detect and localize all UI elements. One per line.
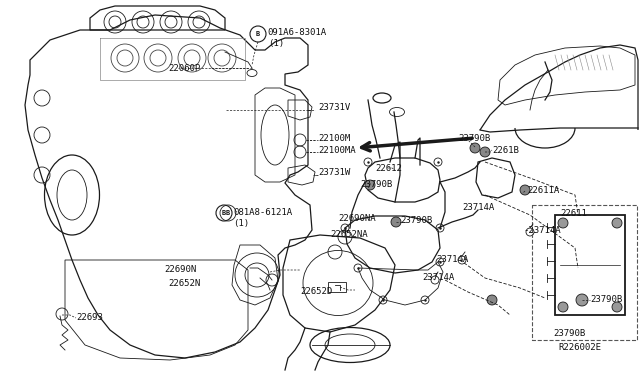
Text: B: B (226, 210, 230, 216)
Text: 22100M: 22100M (318, 134, 350, 142)
Bar (555, 215, 625, 315)
Text: 22100MA: 22100MA (318, 145, 356, 154)
Text: 22612: 22612 (375, 164, 402, 173)
Circle shape (470, 143, 480, 153)
Text: 22611A: 22611A (527, 186, 559, 195)
Circle shape (480, 147, 490, 157)
Text: B: B (222, 210, 226, 216)
Text: 22652NA: 22652NA (330, 230, 367, 238)
Circle shape (612, 218, 622, 228)
Text: 23790B: 23790B (360, 180, 392, 189)
Text: 091A6-8301A: 091A6-8301A (267, 28, 326, 36)
Text: 23731W: 23731W (318, 167, 350, 176)
Text: R226002E: R226002E (558, 343, 601, 352)
Text: 22693: 22693 (76, 314, 103, 323)
Text: B: B (256, 31, 260, 37)
Text: 23731V: 23731V (318, 103, 350, 112)
Text: 22690NA: 22690NA (338, 214, 376, 222)
Text: 22652D: 22652D (300, 288, 332, 296)
Text: 22060P: 22060P (168, 64, 200, 73)
Text: 23714A: 23714A (436, 256, 468, 264)
Text: 23790B: 23790B (590, 295, 622, 305)
Text: 22611: 22611 (560, 208, 587, 218)
Text: 23790B: 23790B (458, 134, 490, 142)
Text: 081A8-6121A: 081A8-6121A (233, 208, 292, 217)
Text: 22652N: 22652N (168, 279, 200, 288)
Circle shape (487, 295, 497, 305)
Circle shape (558, 218, 568, 228)
Circle shape (558, 302, 568, 312)
Circle shape (391, 217, 401, 227)
Bar (328, 282, 346, 292)
Text: -23714A: -23714A (523, 225, 561, 234)
Text: 23714A: 23714A (422, 273, 454, 282)
Text: 22690N: 22690N (164, 266, 196, 275)
Circle shape (520, 185, 530, 195)
Bar (532, 205, 637, 340)
Text: 2261B: 2261B (492, 145, 519, 154)
Text: (1): (1) (233, 218, 249, 228)
Circle shape (576, 294, 588, 306)
Circle shape (365, 180, 375, 190)
Text: 23790B: 23790B (553, 328, 585, 337)
Text: 23790B: 23790B (400, 215, 432, 224)
Text: 23714A: 23714A (462, 202, 494, 212)
Text: (1): (1) (268, 38, 284, 48)
Circle shape (612, 302, 622, 312)
